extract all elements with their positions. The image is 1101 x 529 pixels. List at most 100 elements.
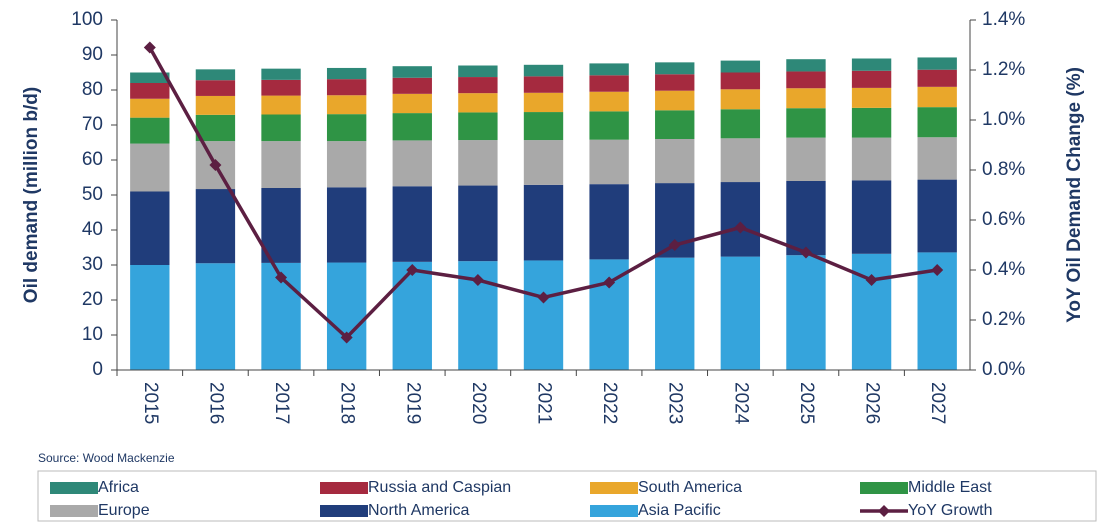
bar-segment <box>326 114 367 142</box>
bar-segment <box>589 91 629 112</box>
y2-tick-label: 0.2% <box>982 309 1025 330</box>
bar-segment <box>261 95 301 115</box>
legend-swatch <box>320 505 368 517</box>
x-tick-label: 2023 <box>665 382 686 424</box>
bar-segment <box>523 260 564 370</box>
y-tick-label: 40 <box>82 219 103 240</box>
bar-segment <box>130 143 170 192</box>
legend-label: Europe <box>98 502 150 519</box>
bar-segment <box>720 60 761 73</box>
y-tick-label: 50 <box>82 184 103 205</box>
marker <box>603 276 616 289</box>
marker <box>275 271 288 284</box>
bar-segment <box>851 137 892 181</box>
bar-segment <box>195 263 236 370</box>
legend-label: Asia Pacific <box>638 502 721 519</box>
bar-segment <box>720 89 761 110</box>
bar-segment <box>130 191 170 265</box>
bar-segment <box>326 67 367 80</box>
bar-segment <box>458 112 498 141</box>
source: Source: Wood Mackenzie <box>38 451 175 465</box>
bar-segment <box>458 93 498 113</box>
bar-segment <box>720 72 761 90</box>
bar-segment <box>326 95 367 115</box>
bar-segment <box>851 253 892 370</box>
bar-segment <box>195 95 236 115</box>
legend-swatch <box>590 505 638 517</box>
bar-segment <box>195 69 236 81</box>
bar-segment <box>720 138 761 183</box>
bar-segment <box>392 140 432 187</box>
marker <box>537 291 550 304</box>
legend-swatch <box>50 505 98 517</box>
legend-label: Russia and Caspian <box>368 479 511 496</box>
bar-segment <box>786 108 826 138</box>
bar-segment <box>589 139 629 185</box>
bar-segment <box>917 69 957 87</box>
bar-segment <box>392 113 432 141</box>
bar-segment <box>786 137 826 181</box>
marker <box>734 221 747 234</box>
y-tick-label: 10 <box>82 324 103 345</box>
marker <box>668 239 681 251</box>
marker <box>340 331 353 344</box>
legend-label: YoY Growth <box>908 502 993 519</box>
legend-label: Middle East <box>908 479 992 496</box>
bar-segment <box>786 71 826 89</box>
y-tick-label: 60 <box>82 149 103 170</box>
y-axis-label: Oil demand (million b/d) <box>21 87 42 303</box>
legend-swatch <box>590 482 638 494</box>
x-tick-label: 2025 <box>796 382 817 424</box>
marker <box>471 274 484 286</box>
bar-segment <box>786 255 826 370</box>
bar-segment <box>261 68 301 80</box>
bar-segment <box>655 62 695 75</box>
y2-tick-label: 1.0% <box>982 109 1025 130</box>
y-tick-label: 0 <box>92 359 103 380</box>
y2-axis-label: YoY Oil Demand Change (%) <box>1064 67 1085 323</box>
bar-segment <box>130 72 170 83</box>
marker <box>143 41 156 54</box>
bar-segment <box>589 111 629 140</box>
bar-segment <box>458 140 498 186</box>
bar-segment <box>917 137 957 180</box>
bar-segment <box>851 87 892 108</box>
y-tick-label: 20 <box>82 289 103 310</box>
bar-segment <box>326 79 367 96</box>
legend-swatch <box>320 482 368 494</box>
bar-segment <box>130 83 170 99</box>
bar-segment <box>392 93 432 114</box>
bar-segment <box>786 181 826 256</box>
legend-swatch <box>860 482 908 494</box>
bar-segment <box>655 139 695 184</box>
legend-label: North America <box>368 502 469 519</box>
x-tick-label: 2015 <box>140 382 161 424</box>
x-tick-label: 2020 <box>468 382 489 424</box>
bar-segment <box>720 109 761 139</box>
bar-segment <box>458 65 498 78</box>
bar-segment <box>523 140 564 185</box>
bar-segment <box>523 112 564 141</box>
bar-segment <box>720 182 761 257</box>
bar-segment <box>195 114 236 142</box>
legend-marker <box>878 505 890 517</box>
y2-tick-label: 0.6% <box>982 209 1025 230</box>
y-tick-label: 30 <box>82 254 103 275</box>
bar-segment <box>261 188 301 263</box>
bar-segment <box>851 70 892 88</box>
bar-segment <box>392 261 432 370</box>
x-tick-label: 2019 <box>402 382 423 424</box>
bar-segment <box>261 79 301 96</box>
legend-label: Africa <box>98 479 139 496</box>
y2-tick-label: 0.4% <box>982 259 1025 280</box>
legend-swatch <box>50 482 98 494</box>
y-tick-label: 100 <box>71 9 103 30</box>
marker <box>209 159 222 171</box>
bar-segment <box>589 63 629 76</box>
bar-segment <box>917 57 957 70</box>
bar-segment <box>523 184 564 261</box>
bar-segment <box>589 184 629 260</box>
y2-tick-label: 1.2% <box>982 59 1025 80</box>
x-tick-label: 2027 <box>927 382 948 424</box>
